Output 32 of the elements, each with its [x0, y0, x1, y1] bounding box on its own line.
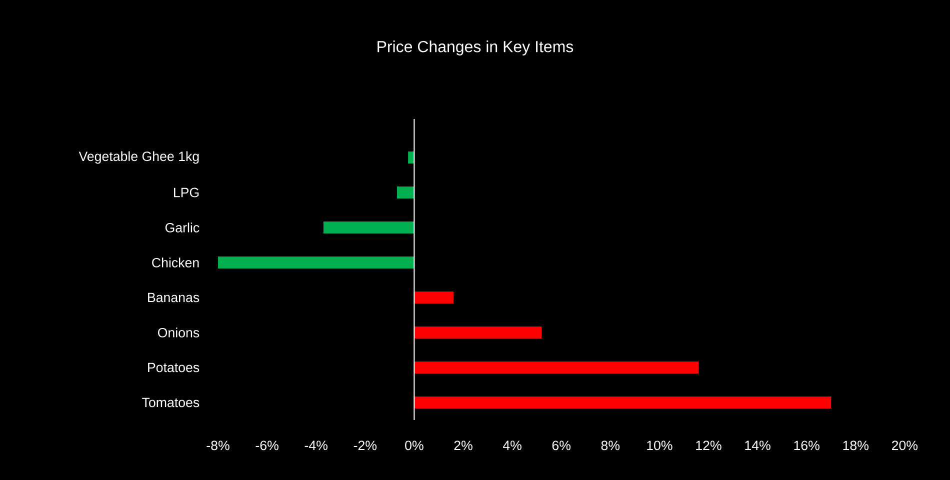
- bar: [218, 256, 414, 269]
- bar: [414, 362, 699, 374]
- y-tick-label: Garlic: [165, 222, 200, 232]
- x-tick-label: 20%: [892, 440, 918, 450]
- x-tick-label: 12%: [696, 440, 722, 450]
- x-tick-label: 10%: [647, 440, 672, 450]
- chart-title: Price Changes in Key Items: [378, 40, 574, 56]
- x-tick-label: 18%: [843, 440, 868, 450]
- x-tick-label: 0%: [405, 440, 424, 450]
- y-tick-label: Onions: [158, 328, 200, 338]
- x-tick-label: 6%: [552, 440, 571, 450]
- bar: [408, 152, 414, 164]
- bar: [414, 292, 454, 304]
- x-tick-label: -8%: [206, 440, 230, 450]
- x-tick-label: 2%: [454, 440, 472, 450]
- x-tick-label: 14%: [745, 440, 770, 450]
- x-tick-label: -6%: [256, 440, 278, 450]
- x-tick-label: -2%: [354, 440, 377, 450]
- y-tick-label: LPG: [174, 188, 199, 198]
- bar: [414, 326, 542, 339]
- bar: [414, 396, 832, 409]
- x-tick-label: -4%: [304, 440, 328, 450]
- y-tick-label: Vegetable Ghee 1kg: [78, 151, 199, 164]
- bar: [397, 186, 414, 199]
- x-tick-label: 4%: [502, 440, 522, 450]
- x-tick-label: 16%: [794, 440, 820, 450]
- bar: [323, 222, 414, 234]
- y-tick-label: Potatoes: [148, 362, 200, 372]
- y-tick-label: Chicken: [152, 258, 199, 268]
- y-tick-label: Bananas: [148, 292, 200, 302]
- y-tick-label: Tomatoes: [142, 398, 200, 408]
- x-tick-label: 8%: [601, 440, 620, 450]
